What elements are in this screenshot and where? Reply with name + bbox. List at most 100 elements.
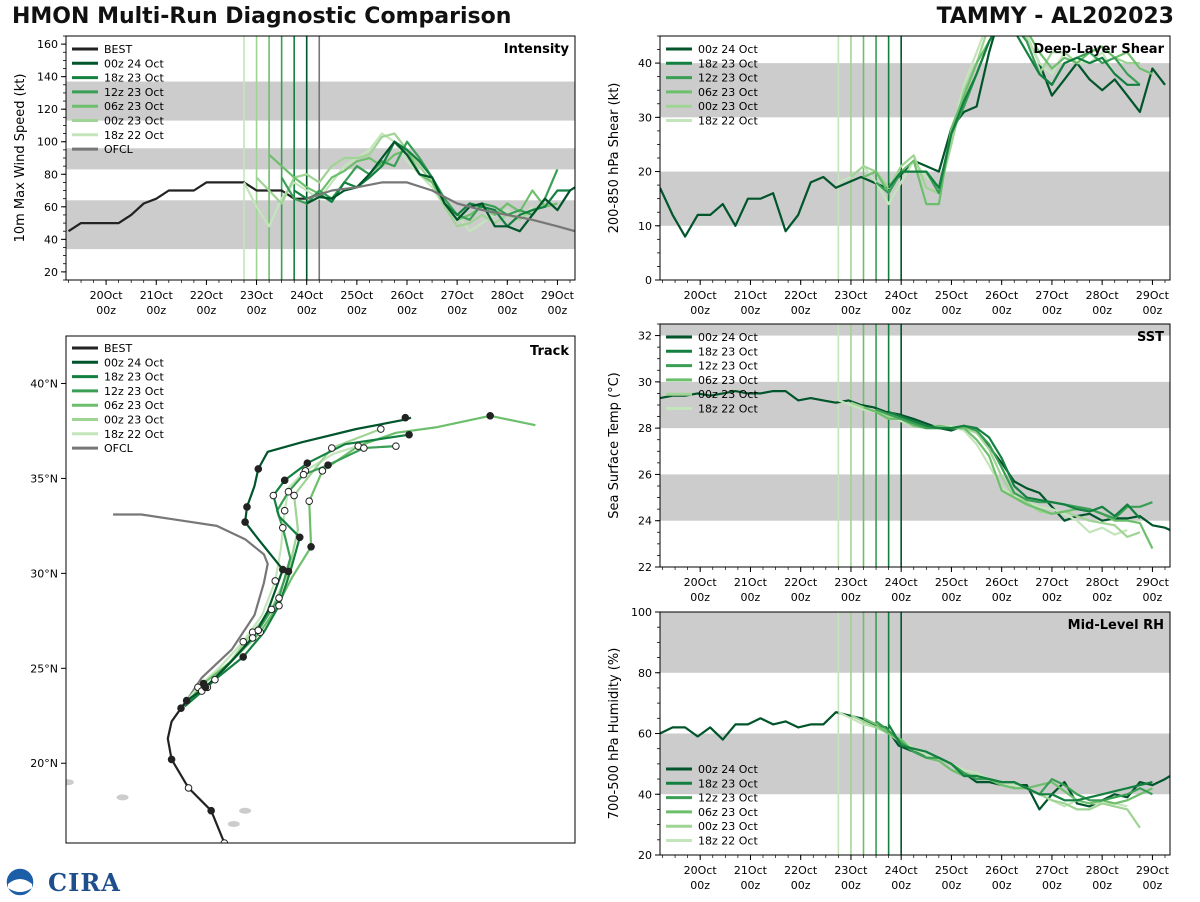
track-position-marker xyxy=(207,806,215,815)
track-position-marker xyxy=(184,784,193,792)
track-panel-label: Track xyxy=(530,344,569,359)
track-lat-label: 30°N xyxy=(30,567,58,580)
intensity-xtick-label-day: 25Oct xyxy=(340,289,374,302)
sst-xtick-label-day: 25Oct xyxy=(935,576,969,589)
track-position-marker xyxy=(377,425,385,433)
track-position-marker xyxy=(267,605,276,614)
track-position-marker xyxy=(318,467,327,475)
sst-xtick-label-hour: 00z xyxy=(841,591,861,604)
track-land-patch xyxy=(66,779,74,786)
intensity-band xyxy=(66,200,575,250)
track-series-18z-22-oct xyxy=(185,443,365,702)
intensity-ytick-label: 100 xyxy=(37,136,58,149)
track-position-marker xyxy=(201,683,210,692)
rh-xtick-label-day: 25Oct xyxy=(935,864,969,877)
intensity-xtick-label-day: 28Oct xyxy=(491,289,525,302)
shear-ylabel: 200-850 hPa Shear (kt) xyxy=(607,83,622,234)
rh-xtick-label-day: 27Oct xyxy=(1035,864,1069,877)
shear-ytick-label: 40 xyxy=(638,57,652,70)
track-series-00z-24-oct xyxy=(186,416,412,702)
shear-xtick-label-day: 27Oct xyxy=(1035,289,1069,302)
intensity-ytick-label: 120 xyxy=(37,103,58,116)
track-position-marker xyxy=(401,413,410,422)
intensity-xtick-label-hour: 00z xyxy=(548,304,568,317)
sst-xtick-label-day: 27Oct xyxy=(1035,576,1069,589)
track-position-marker xyxy=(486,411,494,420)
rh-xtick-label-hour: 00z xyxy=(1092,879,1112,892)
track-inner xyxy=(66,411,536,843)
sst-xtick-label-hour: 00z xyxy=(791,591,811,604)
rh-xtick-label-day: 26Oct xyxy=(985,864,1019,877)
intensity-xtick-label-hour: 00z xyxy=(297,304,317,317)
rh-xtick-label-hour: 00z xyxy=(690,879,710,892)
track-position-marker xyxy=(182,696,191,705)
track-legend-label: 00z 24 Oct xyxy=(104,356,164,369)
rh-xtick-label-day: 24Oct xyxy=(885,864,919,877)
rh-band xyxy=(660,612,1170,673)
track-position-marker xyxy=(275,601,283,610)
shear-xtick-label-day: 24Oct xyxy=(885,289,919,302)
sst-ylabel: Sea Surface Temp (°C) xyxy=(607,372,622,519)
rh-xtick-label-day: 20Oct xyxy=(684,864,718,877)
intensity-xtick-label-hour: 00z xyxy=(447,304,467,317)
intensity-xtick-label-day: 22Oct xyxy=(190,289,224,302)
rh-legend-label: 00z 23 Oct xyxy=(698,820,758,833)
track-lat-label: 25°N xyxy=(30,662,58,675)
sst-series-group xyxy=(660,390,1170,549)
rh-xtick-label-hour: 00z xyxy=(891,879,911,892)
track-legend-label: 12z 23 Oct xyxy=(104,385,164,398)
sst-xtick-label-day: 26Oct xyxy=(985,576,1019,589)
track-position-marker xyxy=(303,459,312,468)
track-position-marker xyxy=(211,675,219,684)
sst-xtick-label-hour: 00z xyxy=(942,591,962,604)
rh-xtick-label-hour: 00z xyxy=(1042,879,1062,892)
track-land-patch xyxy=(227,821,240,828)
shear-series-group xyxy=(660,36,1166,238)
track-position-marker xyxy=(284,487,293,496)
track-position-marker xyxy=(305,497,313,506)
shear-xtick-label-hour: 00z xyxy=(891,304,911,317)
sst-legend-label: 18z 22 Oct xyxy=(698,403,758,416)
shear-legend-label: 00z 23 Oct xyxy=(698,100,758,113)
sst-xtick-label-hour: 00z xyxy=(741,591,761,604)
intensity-series-12z-23-oct xyxy=(280,140,559,221)
track-legend-label: 00z 23 Oct xyxy=(104,414,164,427)
noaa-logo-icon xyxy=(5,867,35,897)
intensity-band xyxy=(66,81,575,121)
sst-panel: 22 24 26 28 30 32 20Oct 00z 21Oct 00z 22Oct 00z 23Oc… xyxy=(607,323,1171,604)
sst-xtick-label-day: 20Oct xyxy=(684,576,718,589)
sst-xtick-label-hour: 00z xyxy=(992,591,1012,604)
sst-band xyxy=(660,324,1170,336)
sst-xtick-label-day: 29Oct xyxy=(1136,576,1170,589)
intensity-xtick-label-day: 29Oct xyxy=(541,289,575,302)
intensity-xtick-label-day: 21Oct xyxy=(140,289,174,302)
rh-xtick-label-hour: 00z xyxy=(992,879,1012,892)
rh-xtick-label-day: 29Oct xyxy=(1136,864,1170,877)
sst-series-12z-23-oct xyxy=(875,408,1153,520)
rh-xtick-label-day: 28Oct xyxy=(1086,864,1120,877)
rh-panel-label: Mid-Level RH xyxy=(1068,618,1164,633)
rh-ylabel: 700-500 hPa Humidity (%) xyxy=(607,648,622,820)
track-position-marker xyxy=(254,626,263,635)
track-position-marker xyxy=(392,442,400,450)
sst-legend-label: 18z 23 Oct xyxy=(698,345,758,358)
shear-xtick-label-hour: 00z xyxy=(1042,304,1062,317)
sst-legend-label: 06z 23 Oct xyxy=(698,374,758,387)
sst-xtick-label-day: 28Oct xyxy=(1086,576,1120,589)
shear-panel-label: Deep-Layer Shear xyxy=(1033,42,1164,57)
shear-legend-label: 18z 23 Oct xyxy=(698,57,758,70)
intensity-legend-label: 06z 23 Oct xyxy=(104,100,164,113)
sst-ytick-label: 22 xyxy=(638,561,652,574)
intensity-ytick-label: 20 xyxy=(44,266,58,279)
rh-xtick-label-hour: 00z xyxy=(841,879,861,892)
shear-ytick-label: 10 xyxy=(638,220,652,233)
shear-xtick-label-day: 29Oct xyxy=(1136,289,1170,302)
track-position-marker xyxy=(280,506,289,515)
sst-xtick-label-hour: 00z xyxy=(690,591,710,604)
intensity-ytick-label: 160 xyxy=(37,38,58,51)
logo: CIRA xyxy=(4,866,120,898)
rh-ytick-label: 60 xyxy=(638,728,652,741)
sst-ytick-label: 32 xyxy=(638,330,652,343)
intensity-series-group xyxy=(67,132,575,233)
